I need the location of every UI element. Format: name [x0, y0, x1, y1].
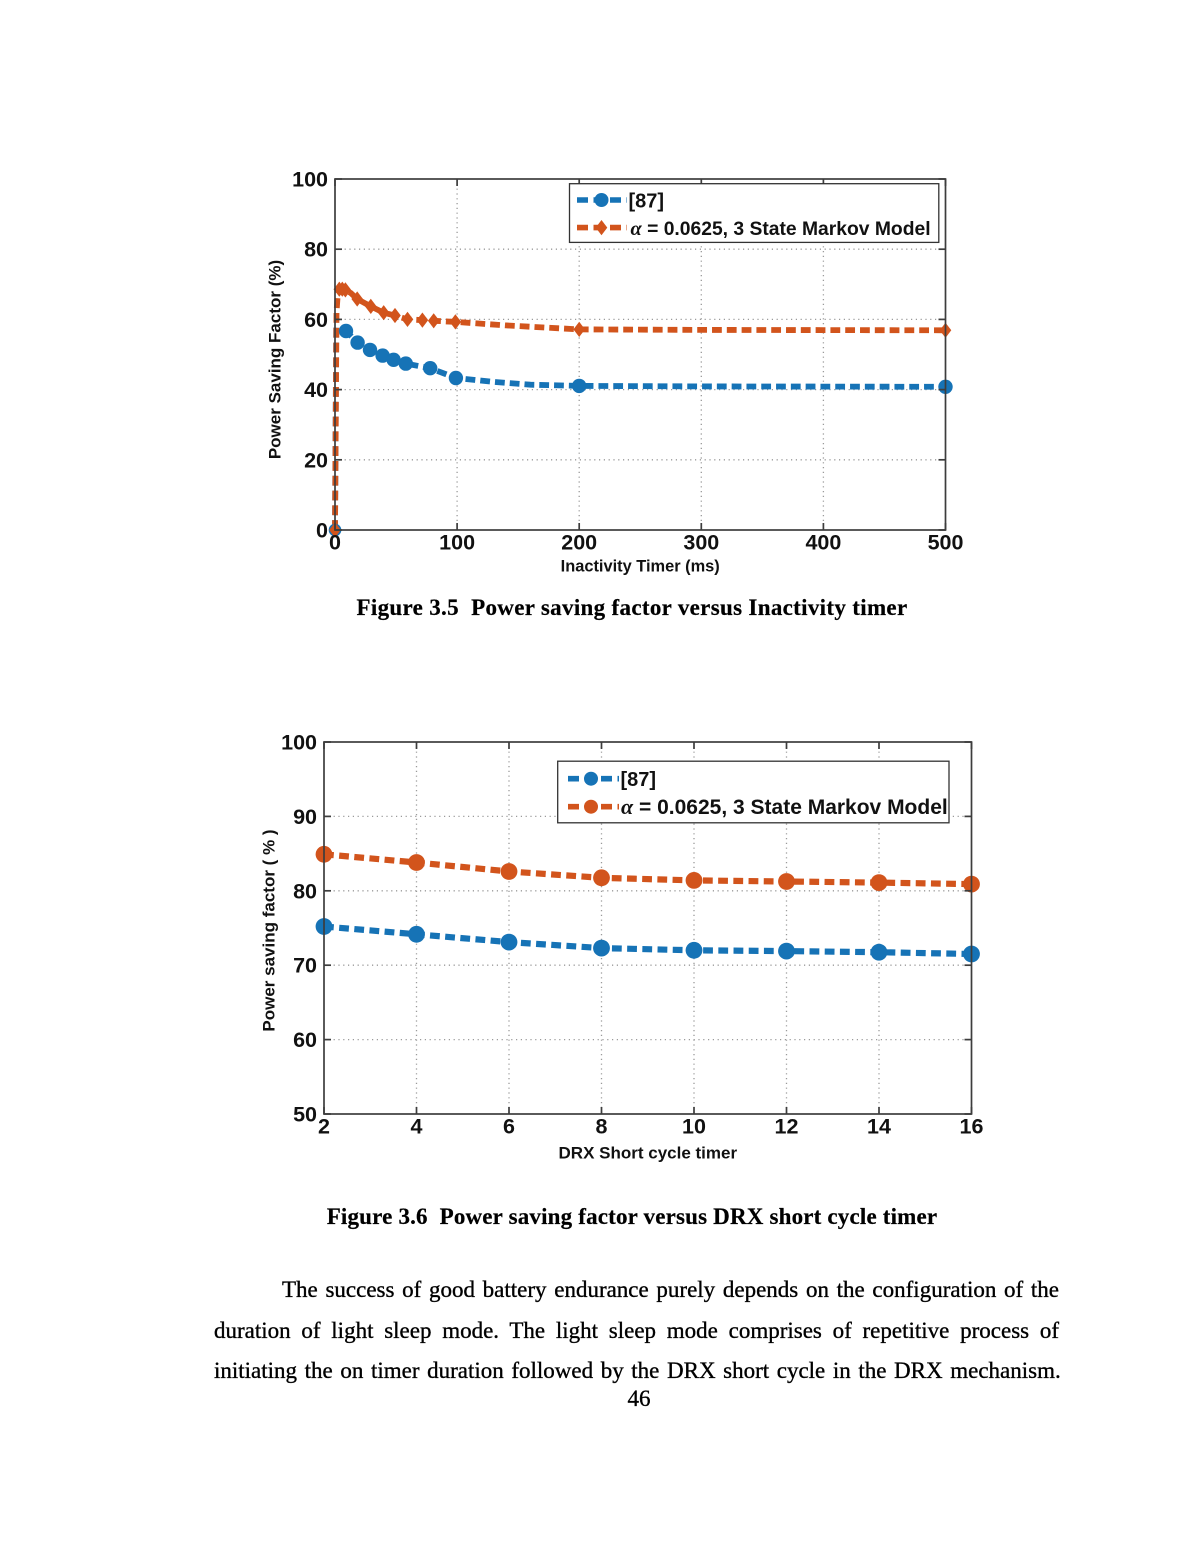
svg-text:40: 40	[304, 378, 328, 402]
svg-text:Power saving factor ( % ): Power saving factor ( % )	[260, 829, 279, 1031]
svg-text:70: 70	[293, 954, 317, 978]
svg-text:6: 6	[503, 1115, 515, 1139]
svg-text:α = 0.0625, 3 State Markov Mod: α = 0.0625, 3 State Markov Model	[631, 218, 931, 240]
svg-text:0: 0	[329, 531, 341, 555]
svg-text:0: 0	[316, 519, 328, 543]
svg-text:10: 10	[682, 1115, 706, 1139]
svg-text:80: 80	[304, 238, 328, 262]
svg-text:200: 200	[561, 531, 597, 555]
svg-text:4: 4	[411, 1115, 423, 1139]
svg-text:8: 8	[596, 1115, 608, 1139]
svg-text:2: 2	[318, 1115, 330, 1139]
svg-text:50: 50	[293, 1103, 317, 1127]
svg-text:60: 60	[304, 308, 328, 332]
svg-text:20: 20	[304, 448, 328, 472]
svg-text:90: 90	[293, 805, 317, 829]
svg-text:400: 400	[805, 531, 841, 555]
svg-text:Inactivity Timer (ms): Inactivity Timer (ms)	[561, 558, 720, 576]
svg-text:[87]: [87]	[621, 769, 657, 791]
svg-text:DRX Short cycle timer: DRX Short cycle timer	[559, 1144, 738, 1163]
svg-text:80: 80	[293, 879, 317, 903]
svg-text:14: 14	[867, 1115, 891, 1139]
svg-text:100: 100	[292, 168, 328, 192]
svg-text:Power Saving Factor (%): Power Saving Factor (%)	[266, 260, 285, 459]
svg-text:12: 12	[775, 1115, 799, 1139]
svg-text:[87]: [87]	[629, 191, 665, 213]
svg-text:α = 0.0625, 3 State Markov Mod: α = 0.0625, 3 State Markov Model	[621, 794, 948, 819]
svg-text:100: 100	[281, 731, 317, 755]
svg-text:60: 60	[293, 1028, 317, 1052]
svg-text:500: 500	[928, 531, 964, 555]
svg-text:16: 16	[960, 1115, 984, 1139]
svg-text:100: 100	[439, 531, 475, 555]
svg-text:300: 300	[683, 531, 719, 555]
